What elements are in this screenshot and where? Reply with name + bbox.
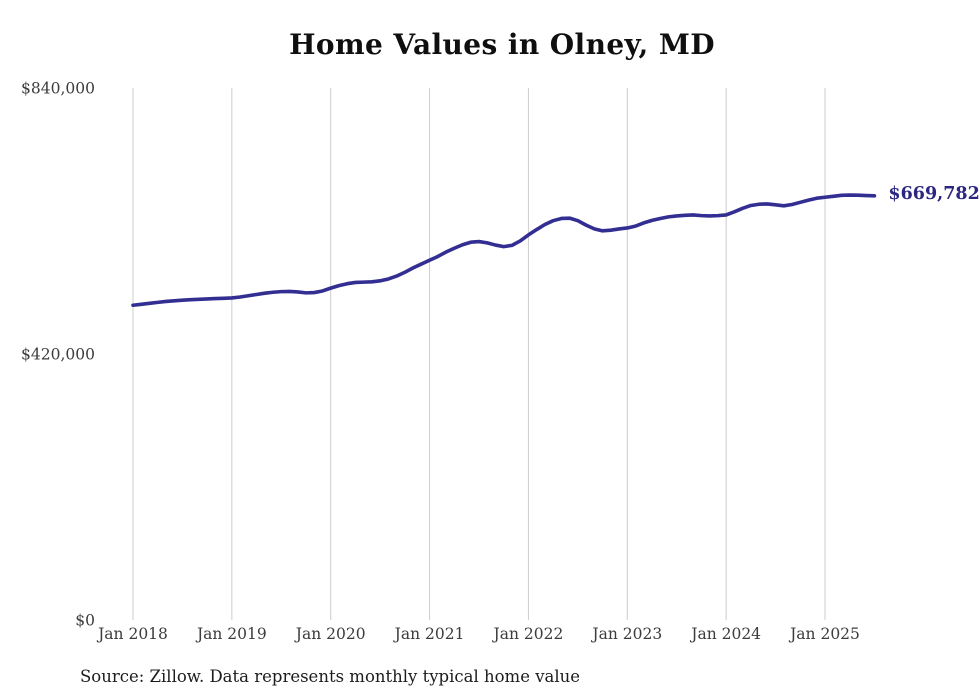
x-axis-tick-label: Jan 2024: [689, 625, 761, 643]
x-axis-tick-label: Jan 2018: [96, 625, 168, 643]
source-note: Source: Zillow. Data represents monthly …: [80, 667, 581, 686]
home-value-line: [131, 193, 877, 308]
y-axis-tick-label: $420,000: [21, 346, 95, 364]
x-axis-tick-label: Jan 2023: [590, 625, 662, 643]
latest-value-label: $669,782: [888, 183, 980, 204]
page-title: Home Values in Olney, MD: [289, 28, 715, 61]
x-axis-tick-label: Jan 2020: [294, 625, 366, 643]
x-axis-tick-label: Jan 2022: [492, 625, 564, 643]
x-axis-tick-label: Jan 2019: [195, 625, 267, 643]
y-axis-tick-label: $840,000: [21, 80, 95, 98]
x-axis-tick-label: Jan 2025: [788, 625, 860, 643]
x-axis-tick-label: Jan 2021: [393, 625, 465, 643]
y-axis-tick-label: $0: [75, 612, 95, 630]
